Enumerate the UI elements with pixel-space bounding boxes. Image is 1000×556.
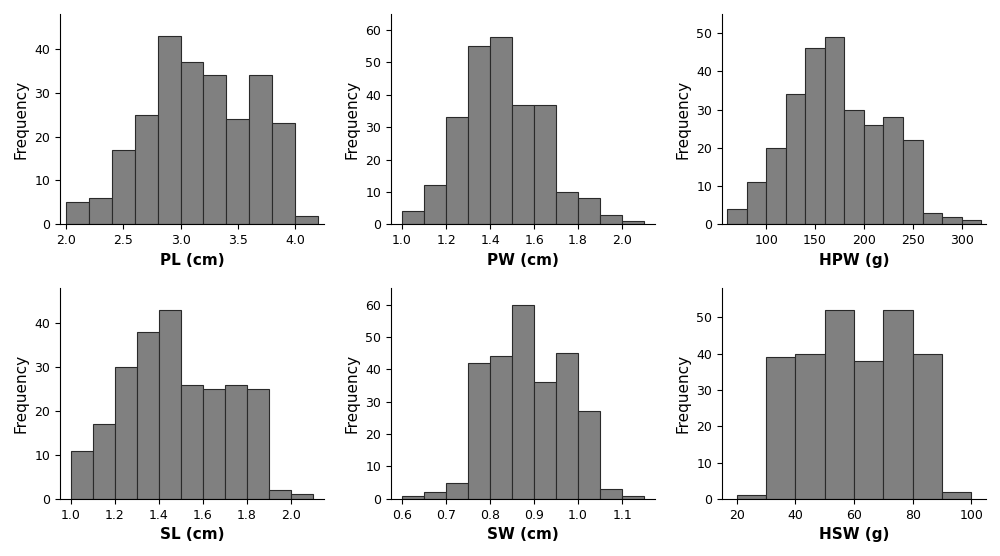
Y-axis label: Frequency: Frequency	[345, 354, 360, 433]
Bar	[534, 383, 556, 499]
Bar	[883, 117, 903, 224]
Bar	[600, 489, 622, 499]
Bar	[844, 110, 864, 224]
Bar	[446, 117, 468, 224]
X-axis label: HPW (g): HPW (g)	[819, 252, 889, 267]
Bar	[942, 217, 962, 224]
Y-axis label: Frequency: Frequency	[14, 354, 29, 433]
Bar	[727, 209, 747, 224]
Bar	[942, 492, 971, 499]
Bar	[402, 495, 424, 499]
X-axis label: PL (cm): PL (cm)	[160, 252, 224, 267]
Bar	[786, 94, 805, 224]
Bar	[490, 356, 512, 499]
Bar	[805, 48, 825, 224]
Bar	[854, 361, 883, 499]
Bar	[534, 105, 556, 224]
Bar	[913, 354, 942, 499]
X-axis label: SW (cm): SW (cm)	[487, 527, 559, 542]
Bar	[556, 192, 578, 224]
Bar	[424, 493, 446, 499]
Bar	[159, 310, 181, 499]
Bar	[864, 125, 883, 224]
Bar	[181, 62, 203, 224]
Bar	[203, 75, 226, 224]
Bar	[181, 385, 203, 499]
X-axis label: HSW (g): HSW (g)	[819, 527, 889, 542]
Bar	[600, 215, 622, 224]
Y-axis label: Frequency: Frequency	[676, 80, 691, 158]
Bar	[622, 221, 644, 224]
Bar	[883, 310, 913, 499]
Bar	[825, 37, 844, 224]
Bar	[249, 75, 272, 224]
Bar	[468, 46, 490, 224]
Bar	[135, 115, 158, 224]
Bar	[766, 358, 795, 499]
Y-axis label: Frequency: Frequency	[14, 80, 29, 158]
Bar	[923, 213, 942, 224]
X-axis label: PW (cm): PW (cm)	[487, 252, 559, 267]
Bar	[112, 150, 135, 224]
Bar	[962, 221, 981, 224]
Bar	[115, 368, 137, 499]
Bar	[825, 310, 854, 499]
X-axis label: SL (cm): SL (cm)	[160, 527, 224, 542]
Bar	[737, 495, 766, 499]
Bar	[766, 148, 786, 224]
Bar	[291, 494, 313, 499]
Bar	[402, 211, 424, 224]
Bar	[446, 483, 468, 499]
Bar	[93, 424, 115, 499]
Y-axis label: Frequency: Frequency	[345, 80, 360, 158]
Bar	[622, 495, 644, 499]
Bar	[490, 37, 512, 224]
Bar	[578, 411, 600, 499]
Bar	[556, 353, 578, 499]
Bar	[272, 123, 295, 224]
Bar	[226, 119, 249, 224]
Bar	[137, 332, 159, 499]
Bar	[747, 182, 766, 224]
Bar	[158, 36, 181, 224]
Bar	[89, 198, 112, 224]
Bar	[468, 363, 490, 499]
Bar	[71, 450, 93, 499]
Bar	[247, 389, 269, 499]
Bar	[269, 490, 291, 499]
Bar	[225, 385, 247, 499]
Bar	[512, 305, 534, 499]
Bar	[578, 198, 600, 224]
Bar	[512, 105, 534, 224]
Bar	[795, 354, 825, 499]
Bar	[424, 186, 446, 224]
Y-axis label: Frequency: Frequency	[676, 354, 691, 433]
Bar	[295, 216, 318, 224]
Bar	[903, 140, 923, 224]
Bar	[203, 389, 225, 499]
Bar	[66, 202, 89, 224]
